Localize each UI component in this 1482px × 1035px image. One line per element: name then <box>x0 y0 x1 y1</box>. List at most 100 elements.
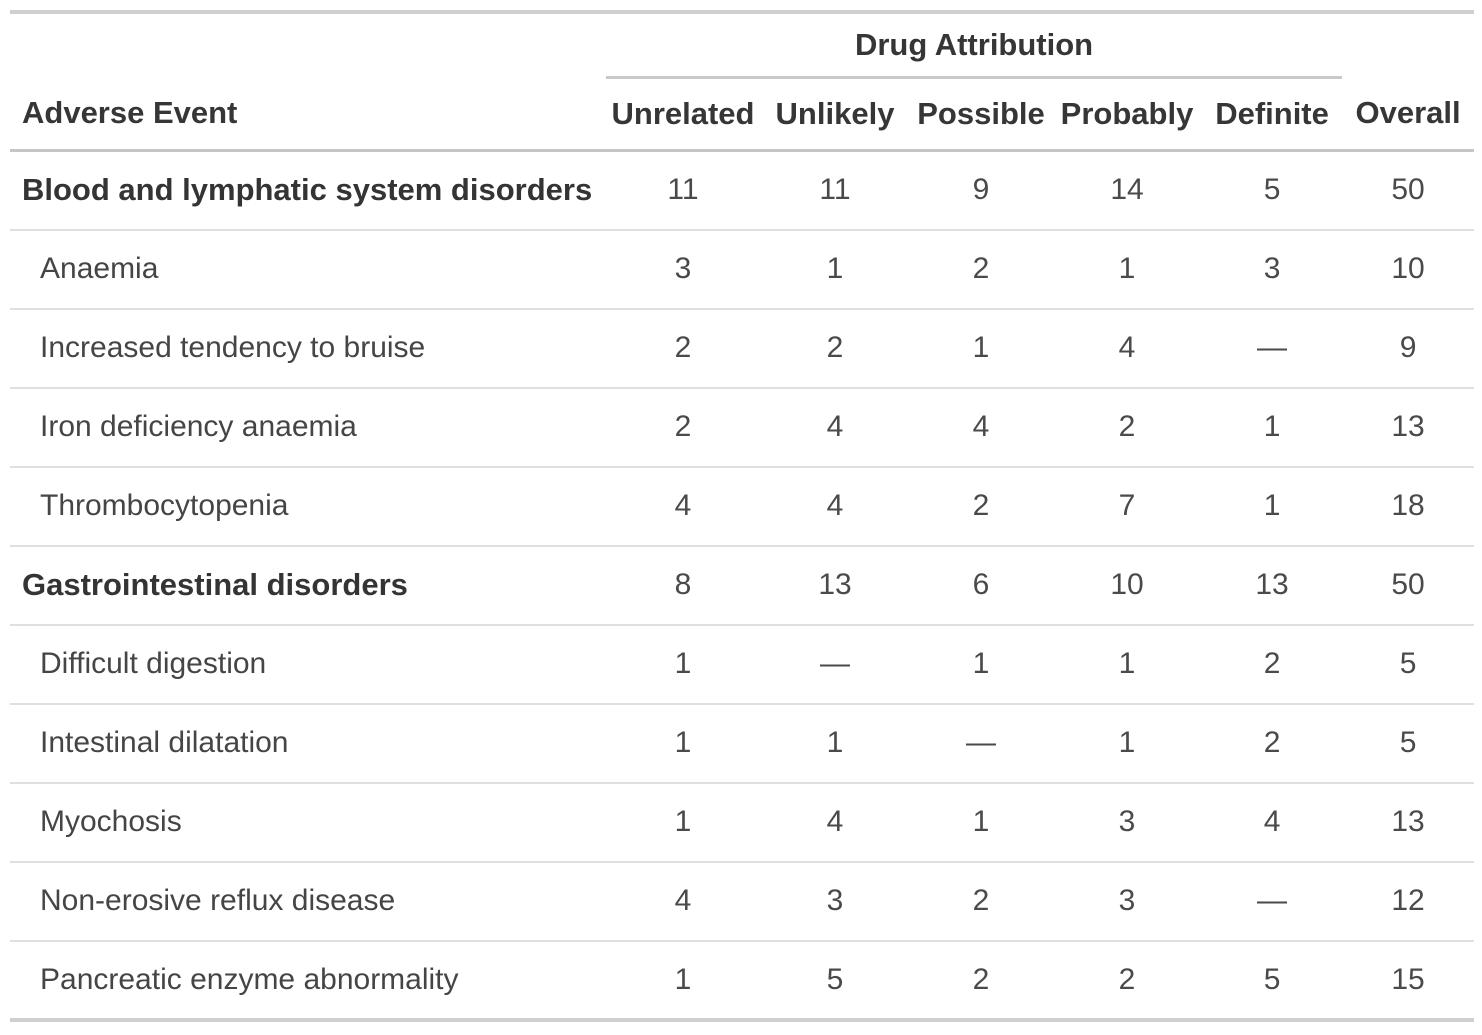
spanner-overall-spacer <box>1342 12 1474 78</box>
cell-value: 1 <box>972 805 990 838</box>
column-header-overall: Overall <box>1342 77 1475 152</box>
cell-value: 4 <box>1118 331 1136 364</box>
row-label: Increased tendency to bruise <box>40 331 426 364</box>
cell-value: 1 <box>674 805 692 838</box>
cell-value: 4 <box>972 410 990 443</box>
row-label: Difficult digestion <box>40 647 267 680</box>
cell-value: 2 <box>1263 726 1281 759</box>
cell-value: 4 <box>1263 805 1281 838</box>
cell-value: 15 <box>1391 962 1425 996</box>
row-label: Blood and lymphatic system disorders <box>22 172 593 208</box>
cell-value: 1 <box>1118 726 1136 759</box>
cell-value: 14 <box>1110 173 1144 207</box>
cell-value: — <box>820 647 850 680</box>
cell-value: 50 <box>1391 568 1425 601</box>
spanner-stub-spacer <box>10 12 606 78</box>
cell-value: 5 <box>1399 647 1417 680</box>
table-row: Gastrointestinal disorders 8 13 6 10 13 50 <box>10 546 1475 625</box>
cell-value: 5 <box>1263 173 1281 207</box>
adverse-event-column-header: Adverse Event <box>10 77 606 152</box>
row-label: Myochosis <box>40 805 182 838</box>
cell-value: 2 <box>972 252 990 285</box>
cell-value: 13 <box>1255 568 1289 601</box>
row-label: Non-erosive reflux disease <box>40 884 396 917</box>
cell-value: 3 <box>1118 805 1136 838</box>
cell-value: 1 <box>826 726 844 759</box>
cell-value: 13 <box>1391 805 1425 838</box>
table-row: Blood and lymphatic system disorders 11 11… <box>10 151 1475 230</box>
cell-value: 5 <box>826 962 844 996</box>
cell-value: 4 <box>826 410 844 443</box>
table-row: Intestinal dilatation 1 1 — 1 2 5 <box>10 704 1475 783</box>
cell-value: 10 <box>1110 568 1144 601</box>
cell-value: 1 <box>674 726 692 759</box>
column-header-row: Adverse Event Unrelated Unlikely Possibl… <box>10 77 1475 152</box>
cell-value: 9 <box>1399 331 1417 364</box>
cell-value: 7 <box>1118 489 1136 522</box>
cell-value: 1 <box>826 252 844 285</box>
cell-value: 1 <box>972 647 990 680</box>
cell-value: 5 <box>1263 962 1281 996</box>
cell-value: 12 <box>1391 884 1425 917</box>
cell-value: — <box>966 726 996 759</box>
row-label: Gastrointestinal disorders <box>22 567 408 602</box>
table-row: Iron deficiency anaemia 2 4 4 2 1 13 <box>10 388 1475 467</box>
cell-value: 2 <box>674 331 692 364</box>
cell-value: 4 <box>674 884 692 917</box>
cell-value: — <box>1257 331 1288 364</box>
column-header-probably: Probably <box>1052 77 1202 152</box>
cell-value: 1 <box>674 647 692 680</box>
cell-value: 2 <box>1118 410 1136 443</box>
row-label: Intestinal dilatation <box>40 726 289 759</box>
cell-value: 4 <box>826 805 844 838</box>
column-header-possible: Possible <box>910 77 1052 152</box>
table-row: Anaemia 3 1 2 1 3 10 <box>10 230 1475 309</box>
row-label: Anaemia <box>40 252 159 285</box>
cell-value: 6 <box>972 568 990 601</box>
table-row: Non-erosive reflux disease 4 3 2 3 — 12 <box>10 862 1475 941</box>
spanner-row: Drug Attribution <box>10 12 1474 79</box>
table-row: Increased tendency to bruise 2 2 1 4 — 9 <box>10 309 1475 388</box>
cell-value: 1 <box>1263 489 1281 522</box>
cell-value: 50 <box>1391 173 1425 207</box>
cell-value: 1 <box>1263 410 1281 443</box>
cell-value: 11 <box>667 173 699 207</box>
cell-value: 18 <box>1391 489 1425 522</box>
cell-value: 2 <box>674 410 692 443</box>
cell-value: — <box>1257 884 1288 917</box>
cell-value: 2 <box>1118 962 1136 996</box>
row-label: Pancreatic enzyme abnormality <box>40 962 459 996</box>
cell-value: 13 <box>818 568 852 601</box>
cell-value: 11 <box>819 173 851 207</box>
cell-value: 1 <box>1118 647 1136 680</box>
cell-value: 3 <box>1263 252 1281 285</box>
table-row: Pancreatic enzyme abnormality 1 5 2 2 5 15 <box>10 941 1475 1020</box>
cell-value: 3 <box>674 252 692 285</box>
table-row: Thrombocytopenia 4 4 2 7 1 18 <box>10 467 1475 546</box>
cell-value: 13 <box>1391 410 1425 443</box>
table-row: Myochosis 1 4 1 3 4 13 <box>10 783 1475 862</box>
cell-value: 3 <box>1118 884 1136 917</box>
cell-value: 1 <box>972 331 990 364</box>
cell-value: 2 <box>826 331 844 364</box>
drug-attribution-spanner: Drug Attribution <box>606 12 1343 79</box>
cell-value: 1 <box>1118 252 1136 285</box>
cell-value: 2 <box>972 962 990 996</box>
column-header-unrelated: Unrelated <box>606 77 760 152</box>
cell-value: 2 <box>972 884 990 917</box>
column-header-unlikely: Unlikely <box>760 77 910 152</box>
cell-value: 5 <box>1399 726 1417 759</box>
cell-value: 1 <box>674 962 692 996</box>
cell-value: 9 <box>972 173 990 207</box>
table-body: Blood and lymphatic system disorders 11 11… <box>10 151 1475 1020</box>
row-label: Iron deficiency anaemia <box>40 410 357 443</box>
cell-value: 4 <box>674 489 692 522</box>
cell-value: 4 <box>826 489 844 522</box>
row-label: Thrombocytopenia <box>40 489 289 522</box>
cell-value: 8 <box>674 568 692 601</box>
column-header-definite: Definite <box>1202 77 1343 152</box>
cell-value: 3 <box>826 884 844 917</box>
adverse-events-table: Drug Attribution Adverse Event Unrelated… <box>10 10 1475 1022</box>
table-row: Difficult digestion 1 — 1 1 2 5 <box>10 625 1475 704</box>
